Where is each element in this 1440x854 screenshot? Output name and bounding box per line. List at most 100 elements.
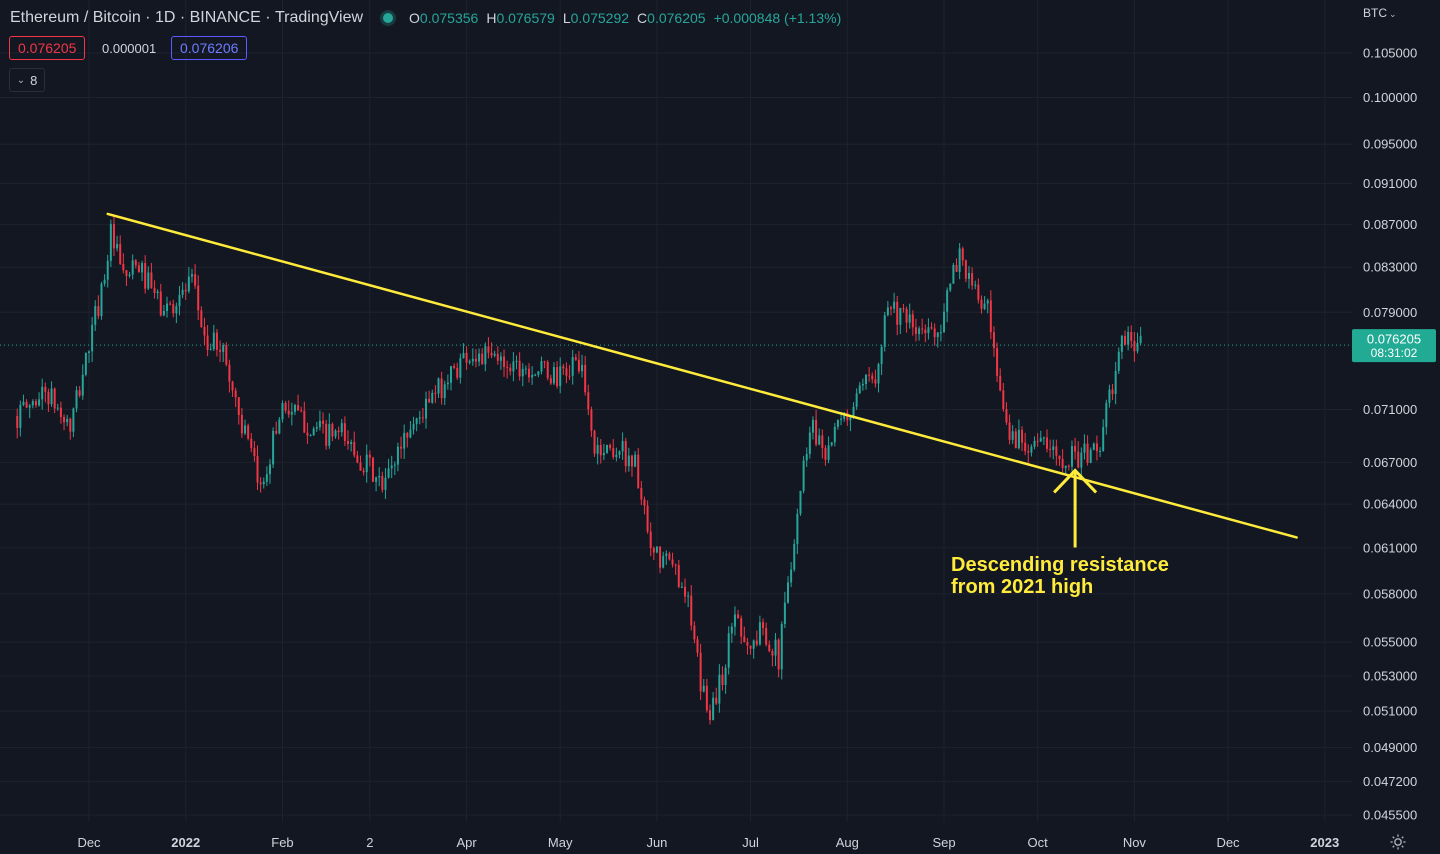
candle-body (137, 265, 140, 273)
candle-body (914, 327, 917, 335)
candle-body (518, 360, 521, 377)
time-tick-label: Sep (932, 835, 955, 850)
candle-body (624, 441, 627, 467)
candle-body (880, 346, 883, 365)
candle-body (465, 352, 468, 363)
interval-label[interactable]: 1D (154, 9, 176, 26)
candle-body (315, 427, 318, 429)
time-tick-label: 2 (366, 835, 373, 850)
candle-body (730, 626, 733, 634)
time-tick-label: Oct (1028, 835, 1049, 850)
candle-body (128, 274, 131, 276)
candle-body (175, 306, 178, 314)
candle-body (259, 482, 262, 485)
candle-body (59, 407, 62, 417)
candle-body (908, 314, 911, 323)
candle-body (777, 639, 780, 670)
time-axis[interactable]: Dec 2022 Feb 2 Apr May Jun Jul Aug Sep Oct Nov Dec 20… (77, 835, 1339, 850)
candle-body (34, 401, 37, 406)
candle-body (409, 429, 412, 438)
candle-body (350, 441, 353, 445)
candle-body (1014, 431, 1017, 449)
candle-body (527, 368, 530, 378)
last-price-label[interactable] (1352, 329, 1436, 363)
candle-body (811, 419, 814, 433)
candle-body (449, 366, 452, 383)
candle-body (503, 356, 506, 367)
grid (0, 0, 1352, 822)
currency-selector[interactable]: BTC ⌄ (1363, 6, 1397, 20)
candle-body (156, 291, 159, 294)
candle-body (989, 300, 992, 333)
candle-body (28, 405, 31, 408)
trendline[interactable] (106, 212, 1298, 539)
candle-body (371, 457, 374, 482)
candle-body (456, 367, 459, 378)
candle-body (827, 445, 830, 460)
candle-body (696, 639, 699, 653)
price-tick-label: 0.071000 (1363, 402, 1417, 417)
candle-body (674, 564, 677, 566)
candle-body (169, 303, 172, 305)
candle-body (877, 364, 880, 384)
candle-body (684, 586, 687, 597)
candle-body (780, 624, 783, 670)
candle-body (1080, 452, 1083, 468)
candle-body (244, 425, 247, 434)
candle-body (708, 710, 711, 720)
price-axis[interactable]: 0.105000 0.100000 0.095000 0.091000 0.087000… (1352, 46, 1436, 823)
candle-body (939, 332, 942, 334)
descending-trendline[interactable] (106, 212, 1298, 539)
candle-body (53, 388, 56, 409)
candle-body (955, 265, 958, 272)
candle-body (830, 442, 833, 446)
candle-body (843, 412, 846, 419)
candle-body (309, 435, 312, 437)
candle-body (1089, 449, 1092, 463)
candle-body (293, 405, 296, 412)
time-tick-label: Jul (742, 835, 759, 850)
gear-icon[interactable] (1389, 833, 1407, 851)
candle-body (340, 423, 343, 433)
indicators-toggle-button[interactable]: ⌄ 8 (9, 68, 45, 92)
candle-body (749, 645, 752, 649)
candle-body (487, 346, 490, 353)
candle-body (774, 639, 777, 656)
candle-body (671, 559, 674, 565)
candle-body (125, 270, 128, 276)
source-label: TradingView (274, 9, 364, 26)
candle-body (668, 553, 671, 560)
candle-body (122, 263, 125, 271)
candle-body (284, 403, 287, 411)
candle-body (219, 349, 222, 352)
candle-body (496, 353, 499, 361)
candle-body (262, 481, 265, 485)
candle-body (531, 374, 534, 378)
candle-body (805, 453, 808, 461)
candle-body (983, 303, 986, 309)
candle-body (112, 224, 115, 249)
market-status-icon[interactable] (383, 13, 394, 23)
candle-body (1130, 331, 1133, 341)
candle-body (362, 470, 365, 473)
candle-body (103, 279, 106, 284)
symbol-title[interactable]: Ethereum / Bitcoin (10, 9, 141, 26)
open-value: 0.075356 (419, 10, 479, 26)
candle-body (977, 284, 980, 300)
candle-body (184, 289, 187, 292)
candle-body (883, 315, 886, 347)
candle-body (506, 366, 509, 368)
candle-body (359, 462, 362, 471)
price-tick-label: 0.055000 (1363, 635, 1417, 650)
candle-body (615, 454, 618, 458)
buy-button[interactable]: 0.076206 (171, 36, 248, 60)
candle-body (627, 455, 630, 467)
candle-body (197, 285, 200, 311)
candle-body (643, 499, 646, 506)
candle-body (740, 618, 743, 637)
sell-button[interactable]: 0.076205 (9, 36, 86, 60)
candle-body (265, 474, 268, 482)
